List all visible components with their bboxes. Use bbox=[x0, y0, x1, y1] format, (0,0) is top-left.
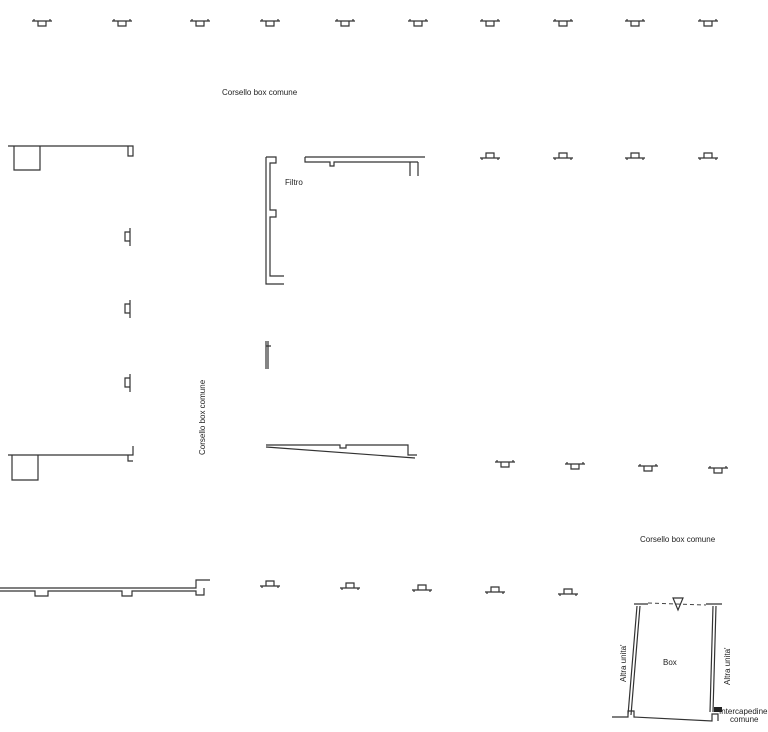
wall-middle bbox=[265, 444, 417, 459]
box-unit bbox=[612, 603, 722, 722]
wall-top-left bbox=[8, 145, 134, 171]
pillar-icon bbox=[412, 584, 432, 592]
box-opening bbox=[647, 602, 707, 606]
label-corridor-left: Corsello box comune bbox=[198, 379, 207, 455]
pillar-icon bbox=[698, 19, 718, 27]
wall-left-bottom bbox=[8, 446, 134, 481]
label-other-unit-right: Altra unita' bbox=[723, 647, 732, 685]
pillar-icon bbox=[558, 588, 578, 596]
pillar-icon bbox=[112, 19, 132, 27]
pillar-icon bbox=[625, 19, 645, 27]
pillar-icon bbox=[480, 19, 500, 27]
pillar-icon bbox=[708, 466, 728, 474]
pillar-icon bbox=[32, 19, 52, 27]
pillar-icon bbox=[565, 462, 585, 470]
pillar-icon bbox=[495, 460, 515, 468]
label-corridor-top: Corsello box comune bbox=[222, 88, 298, 97]
pillar-icon bbox=[553, 19, 573, 27]
pillars bbox=[32, 19, 728, 596]
pillar-icon bbox=[335, 19, 355, 27]
pillar-icon bbox=[553, 152, 573, 160]
column-left bbox=[124, 228, 131, 392]
wall-bottom-left bbox=[0, 579, 210, 597]
pillar-icon bbox=[698, 152, 718, 160]
pillar-icon bbox=[485, 586, 505, 594]
door-symbol bbox=[672, 597, 684, 612]
label-cavity-1: Intercapedine bbox=[719, 707, 768, 716]
wall-stub bbox=[265, 341, 271, 369]
pillar-icon bbox=[480, 152, 500, 160]
pillar-icon bbox=[190, 19, 210, 27]
label-other-unit-left: Altra unita' bbox=[619, 644, 628, 682]
wall-filter-top bbox=[304, 156, 425, 176]
pillar-icon bbox=[638, 464, 658, 472]
label-filter: Filtro bbox=[285, 178, 303, 187]
pillar-icon bbox=[340, 582, 360, 590]
pillar-icon bbox=[260, 19, 280, 27]
label-corridor-right: Corsello box comune bbox=[640, 535, 716, 544]
pillar-icon bbox=[260, 580, 280, 588]
label-box: Box bbox=[663, 658, 677, 667]
pillar-icon bbox=[408, 19, 428, 27]
label-cavity-2: comune bbox=[730, 715, 759, 724]
pillar-icon bbox=[625, 152, 645, 160]
cavity-marker bbox=[714, 707, 722, 712]
wall-filter-left bbox=[265, 156, 284, 285]
